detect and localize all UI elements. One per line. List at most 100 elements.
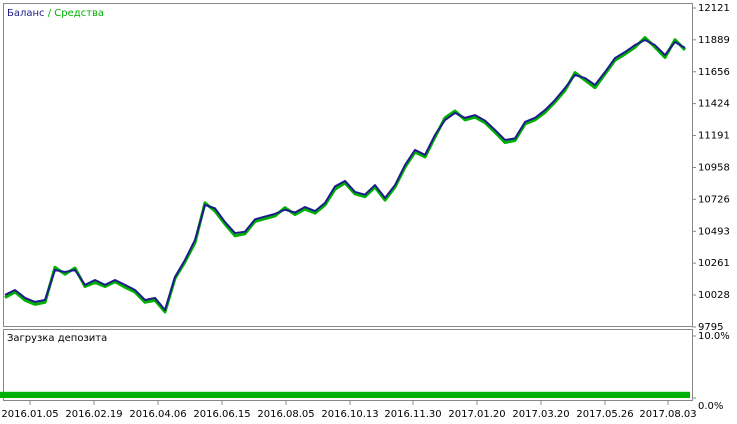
load-bar bbox=[370, 391, 380, 398]
load-bar bbox=[70, 391, 80, 398]
load-bar bbox=[60, 391, 70, 398]
load-bar bbox=[290, 391, 300, 398]
load-bar bbox=[110, 391, 120, 398]
load-bar bbox=[510, 391, 520, 398]
load-bar bbox=[320, 391, 330, 398]
load-bar bbox=[20, 391, 30, 398]
load-bar bbox=[80, 391, 90, 398]
load-bar bbox=[240, 391, 250, 398]
load-bar bbox=[630, 391, 640, 398]
y-tick-label: 10958 bbox=[698, 163, 730, 174]
load-bar bbox=[640, 391, 650, 398]
load-bar bbox=[520, 391, 530, 398]
load-bar bbox=[490, 391, 500, 398]
x-tick-label: 2017.08.03 bbox=[639, 409, 696, 420]
load-bar bbox=[340, 391, 350, 398]
legend-balance: Баланс bbox=[7, 8, 45, 19]
load-bar bbox=[580, 391, 590, 398]
load-bar bbox=[600, 391, 610, 398]
load-bar bbox=[480, 391, 490, 398]
load-bar bbox=[160, 391, 170, 398]
load-bar bbox=[360, 391, 370, 398]
load-bar bbox=[560, 391, 570, 398]
load-bar bbox=[90, 391, 100, 398]
load-bar bbox=[170, 391, 180, 398]
y-tick-label: 11424 bbox=[698, 99, 730, 110]
load-panel bbox=[3, 329, 693, 401]
load-bar bbox=[230, 391, 240, 398]
load-bar bbox=[190, 391, 200, 398]
load-bar bbox=[310, 391, 320, 398]
load-bar bbox=[400, 391, 410, 398]
load-bar bbox=[210, 391, 220, 398]
load-bar bbox=[680, 391, 690, 398]
y2-tick-label: 0.0% bbox=[698, 401, 723, 412]
load-bar bbox=[380, 391, 390, 398]
x-tick-label: 2016.06.15 bbox=[193, 409, 250, 420]
legend-equity: Средства bbox=[54, 8, 104, 19]
x-tick-label: 2016.10.13 bbox=[321, 409, 378, 420]
load-bar bbox=[300, 391, 310, 398]
x-tick-label: 2016.08.05 bbox=[257, 409, 314, 420]
load-bar bbox=[550, 391, 560, 398]
load-bar bbox=[10, 391, 20, 398]
x-tick-label: 2017.05.26 bbox=[576, 409, 633, 420]
y-tick-label: 10493 bbox=[698, 226, 730, 237]
load-bar bbox=[650, 391, 660, 398]
load-bar bbox=[50, 391, 60, 398]
load-bar bbox=[30, 391, 40, 398]
load-bar bbox=[660, 391, 670, 398]
load-bar bbox=[590, 391, 600, 398]
y-tick-label: 10028 bbox=[698, 290, 730, 301]
y-tick-label: 12121 bbox=[698, 3, 730, 14]
main-panel bbox=[3, 3, 693, 327]
x-tick-label: 2016.01.05 bbox=[1, 409, 58, 420]
y-tick-label: 10261 bbox=[698, 258, 730, 269]
load-bar bbox=[460, 391, 470, 398]
load-bar bbox=[40, 391, 50, 398]
series-line bbox=[4, 38, 686, 311]
load-bar bbox=[500, 391, 510, 398]
x-tick-label: 2016.02.19 bbox=[65, 409, 122, 420]
load-bar bbox=[540, 391, 550, 398]
legend-separator: / bbox=[48, 8, 52, 19]
load-bar bbox=[260, 391, 270, 398]
load-bar bbox=[200, 391, 210, 398]
load-bar bbox=[220, 391, 230, 398]
load-bar bbox=[410, 391, 420, 398]
x-tick-label: 2017.03.20 bbox=[512, 409, 569, 420]
load-bar bbox=[440, 391, 450, 398]
y2-tick-label: 10.0% bbox=[698, 331, 730, 342]
load-bar bbox=[280, 391, 290, 398]
load-bar bbox=[620, 391, 630, 398]
load-bar bbox=[330, 391, 340, 398]
load-bar bbox=[570, 391, 580, 398]
x-tick-label: 2016.04.06 bbox=[129, 409, 186, 420]
load-bar bbox=[470, 391, 480, 398]
load-bar bbox=[150, 391, 160, 398]
load-bar bbox=[450, 391, 460, 398]
load-bar bbox=[390, 391, 400, 398]
load-bar bbox=[430, 391, 440, 398]
load-bar bbox=[120, 391, 130, 398]
y-tick-label: 11889 bbox=[698, 35, 730, 46]
y-tick-label: 11656 bbox=[698, 67, 730, 78]
legend: Баланс / Средства bbox=[7, 8, 104, 19]
y-tick-label: 11191 bbox=[698, 131, 730, 142]
x-tick-label: 2017.01.20 bbox=[448, 409, 505, 420]
load-bar bbox=[420, 391, 430, 398]
load-bar bbox=[530, 391, 540, 398]
load-bar bbox=[140, 391, 150, 398]
y-tick-label: 9795 bbox=[698, 322, 723, 333]
load-bar bbox=[100, 391, 110, 398]
load-bar bbox=[250, 391, 260, 398]
load-bar bbox=[350, 391, 360, 398]
load-title: Загрузка депозита bbox=[7, 333, 107, 344]
load-bar bbox=[670, 391, 680, 398]
y-tick-label: 10726 bbox=[698, 194, 730, 205]
load-bar bbox=[0, 391, 10, 398]
load-bar bbox=[180, 391, 190, 398]
load-bar bbox=[610, 391, 620, 398]
x-tick-label: 2016.11.30 bbox=[384, 409, 441, 420]
